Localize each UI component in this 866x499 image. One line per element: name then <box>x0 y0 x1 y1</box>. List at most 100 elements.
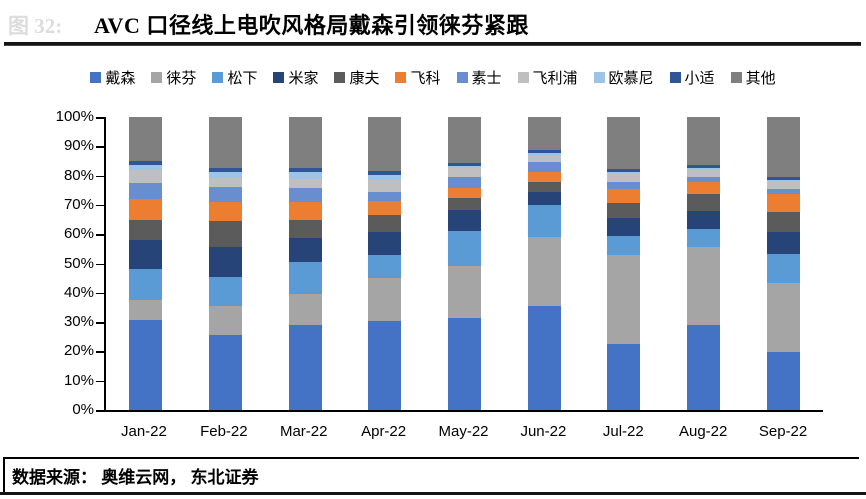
bar-segment <box>686 325 720 410</box>
bar-segment <box>607 171 641 174</box>
bar-segment <box>368 320 402 410</box>
bar-segment <box>766 189 800 195</box>
legend-item: 飞科 <box>395 67 441 88</box>
y-tick-label: 10% <box>63 371 94 389</box>
bar-segment <box>208 221 242 247</box>
x-tick-label: Jul-22 <box>602 423 644 440</box>
bar-segment <box>208 172 242 178</box>
bar-segment <box>766 254 800 284</box>
bar-segment <box>208 306 242 335</box>
bar-segment <box>368 180 402 193</box>
legend-swatch-icon <box>593 72 605 83</box>
y-tick-label: 50% <box>63 254 94 272</box>
bar-segment <box>766 194 800 213</box>
bar-segment <box>527 236 561 306</box>
y-axis-tick <box>96 351 104 353</box>
source-divider <box>3 457 859 459</box>
legend-swatch-icon <box>517 72 529 83</box>
bars-container <box>106 117 823 410</box>
bar-segment <box>368 201 402 215</box>
source-left-border <box>3 457 5 493</box>
bar-segment <box>288 168 322 172</box>
legend-item: 康夫 <box>334 67 379 88</box>
legend-swatch-icon <box>273 72 285 83</box>
legend-item: 米家 <box>273 67 318 88</box>
legend-item: 素士 <box>456 67 502 88</box>
x-tick-label: Aug-22 <box>678 423 728 440</box>
bar-segment <box>686 117 720 166</box>
plot-area <box>96 117 823 412</box>
stacked-bar <box>766 117 800 410</box>
bar-segment <box>527 192 561 205</box>
bar-segment <box>447 317 481 410</box>
y-tick-label: 40% <box>63 283 94 301</box>
bar-segment <box>686 177 720 183</box>
bar-segment <box>447 209 481 231</box>
bar-segment <box>368 214 402 233</box>
x-tick-label: May-22 <box>438 423 489 440</box>
x-tick-label: Sep-22 <box>758 423 808 440</box>
bar-segment <box>129 165 163 171</box>
bar-segment <box>766 212 800 232</box>
bar-segment <box>368 170 402 175</box>
bar-segment <box>129 161 163 166</box>
legend-label: 徕芬 <box>166 71 197 87</box>
bar-segment <box>288 261 322 295</box>
stacked-bar <box>208 117 242 410</box>
chart-legend: 戴森 徕芬 松下 米家 康夫 飞科 素士 飞利浦 欧慕尼 小适 其他 <box>0 67 866 88</box>
legend-swatch-icon <box>151 72 163 83</box>
bar-segment <box>607 173 641 182</box>
x-axis-line <box>104 410 823 412</box>
legend-label: 素士 <box>471 71 502 87</box>
y-tick-label: 80% <box>63 166 94 184</box>
y-axis-tick <box>96 263 104 265</box>
bar-segment <box>607 235 641 256</box>
x-tick-label: Feb-22 <box>200 423 248 440</box>
title-divider <box>4 42 861 46</box>
legend-swatch-icon <box>456 72 468 83</box>
legend-swatch-icon <box>669 72 681 83</box>
bar-segment <box>686 246 720 326</box>
stacked-bar <box>129 117 163 410</box>
legend-label: 欧慕尼 <box>608 71 654 87</box>
data-source-note: 数据来源： 奥维云网， 东北证券 <box>12 468 259 487</box>
bar-segment <box>208 276 242 306</box>
bar-segment <box>607 218 641 236</box>
legend-label: 戴森 <box>105 71 136 87</box>
bar-segment <box>447 187 481 198</box>
bar-segment <box>129 320 163 410</box>
legend-item: 戴森 <box>90 67 135 88</box>
legend-item: 欧慕尼 <box>593 67 654 88</box>
legend-swatch-icon <box>395 72 407 83</box>
bar-segment <box>527 155 561 163</box>
y-tick-label: 30% <box>63 313 94 331</box>
bar-segment <box>208 177 242 187</box>
bar-segment <box>686 211 720 229</box>
bar-segment <box>527 204 561 237</box>
bar-segment <box>766 231 800 255</box>
bar-segment <box>607 255 641 345</box>
bar-segment <box>208 168 242 173</box>
y-tick-label: 90% <box>63 137 94 155</box>
y-tick-label: 60% <box>63 225 94 243</box>
legend-label: 其他 <box>745 71 776 87</box>
bar-segment <box>766 181 800 190</box>
bar-segment <box>368 255 402 278</box>
bar-segment <box>527 182 561 193</box>
bar-segment <box>527 171 561 183</box>
bar-segment <box>607 168 641 172</box>
x-tick-label: Jan-22 <box>121 423 167 440</box>
y-tick-label: 20% <box>63 342 94 360</box>
bar-segment <box>686 194 720 212</box>
legend-item: 其他 <box>730 67 776 88</box>
x-tick-label: Apr-22 <box>361 423 407 440</box>
legend-swatch-icon <box>212 72 224 83</box>
legend-swatch-icon <box>90 72 102 83</box>
bar-segment <box>766 352 800 410</box>
stacked-bar <box>368 117 402 410</box>
y-tick-label: 70% <box>63 195 94 213</box>
bar-segment <box>368 174 402 181</box>
x-tick-label: Jun-22 <box>520 423 567 440</box>
bar-segment <box>129 170 163 184</box>
bar-segment <box>129 220 163 241</box>
